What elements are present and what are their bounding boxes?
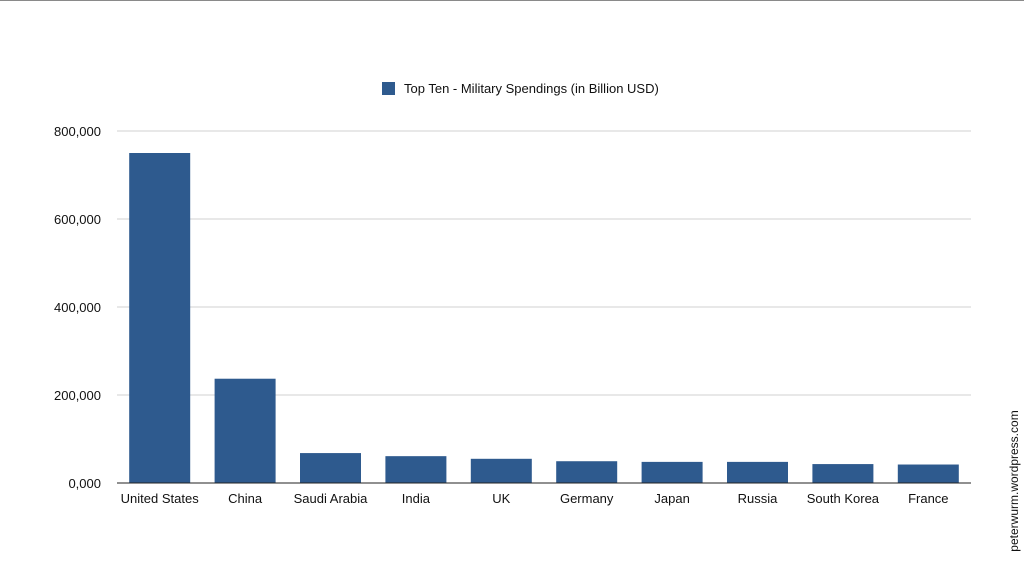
watermark: peterwurm.wordpress.com xyxy=(1007,410,1021,552)
x-tick-label: Japan xyxy=(654,491,689,506)
gridlines xyxy=(117,130,971,396)
x-tick-label: South Korea xyxy=(807,491,880,506)
y-tick-label: 0,000 xyxy=(68,476,101,491)
bars xyxy=(129,153,959,483)
x-tick-label: India xyxy=(402,491,431,506)
bar-france xyxy=(897,464,959,483)
x-tick-label: Russia xyxy=(738,491,779,506)
bar-saudi-arabia xyxy=(300,453,361,483)
x-tick-label: United States xyxy=(121,491,200,506)
legend: Top Ten - Military Spendings (in Billion… xyxy=(382,80,659,96)
y-axis-tick-labels: 0,000 200,000 400,000 600,000 800,000 xyxy=(54,124,101,491)
x-axis-tick-labels: United States China Saudi Arabia India UK Ger… xyxy=(121,491,949,506)
x-tick-label: Germany xyxy=(560,491,614,506)
y-tick-label: 800,000 xyxy=(54,124,101,139)
y-tick-label: 400,000 xyxy=(54,300,101,315)
bar-russia xyxy=(727,461,788,483)
y-tick-label: 600,000 xyxy=(54,212,101,227)
bar-germany xyxy=(556,461,618,483)
legend-swatch xyxy=(382,81,395,95)
y-tick-label: 200,000 xyxy=(54,388,101,403)
bar-china xyxy=(214,378,276,483)
bar-india xyxy=(385,456,447,483)
legend-label: Top Ten - Military Spendings (in Billion… xyxy=(404,80,659,96)
x-tick-label: UK xyxy=(492,491,510,506)
bar-uk xyxy=(470,458,532,483)
bar-japan xyxy=(641,461,703,483)
bar-south-korea xyxy=(812,464,874,483)
x-tick-label: Saudi Arabia xyxy=(294,491,368,506)
x-tick-label: France xyxy=(908,491,948,506)
x-tick-label: China xyxy=(228,491,263,506)
bar-united-states xyxy=(129,153,191,483)
